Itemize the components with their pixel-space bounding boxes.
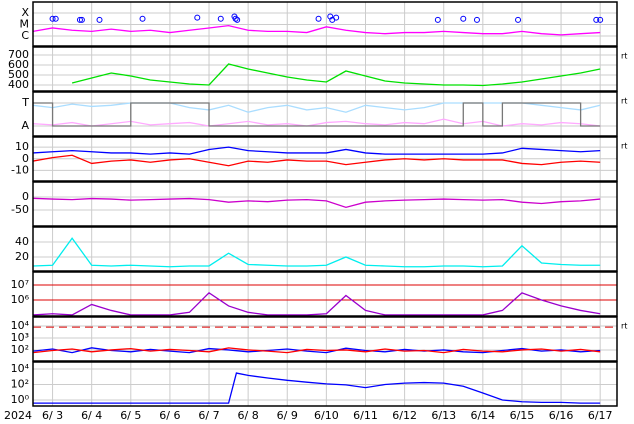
- year-label: 2024: [4, 409, 32, 422]
- x-tick-label: 6/ 5: [120, 409, 141, 422]
- event-marker: [194, 14, 201, 21]
- event-marker: [473, 16, 480, 23]
- right-label: rt: [621, 52, 627, 61]
- panel-frame: [32, 46, 618, 92]
- x-tick-label: 6/17: [588, 409, 613, 422]
- plot: [33, 291, 601, 316]
- y-tick-label: 10²: [11, 343, 29, 356]
- panel-frame: [32, 271, 618, 317]
- series-line: [33, 154, 601, 167]
- series-line: [71, 63, 601, 87]
- series-line: [33, 372, 601, 404]
- series-line: [33, 146, 601, 155]
- y-tick-label: 10: [15, 140, 29, 153]
- y-tick-label: 0: [22, 152, 29, 165]
- event-marker: [49, 15, 56, 22]
- y-tick-label: 500: [8, 68, 29, 81]
- panel-frame: [32, 91, 618, 137]
- y-tick-label: 10⁶: [11, 293, 30, 306]
- x-tick-label: 6/ 3: [42, 409, 63, 422]
- event-marker: [76, 16, 83, 23]
- y-tick-label: X: [21, 6, 29, 19]
- event-marker: [597, 16, 604, 23]
- plot: [33, 197, 601, 209]
- panel-frame: [32, 226, 618, 272]
- event-marker: [515, 16, 522, 23]
- plot: [33, 372, 601, 404]
- event-marker: [333, 14, 340, 21]
- x-tick-label: 6/10: [314, 409, 339, 422]
- y-tick-label: 700: [8, 48, 29, 61]
- plot: [33, 347, 601, 354]
- x-tick-label: 6/ 8: [238, 409, 259, 422]
- y-tick-label: 10⁴: [11, 319, 30, 332]
- y-tick-label: 400: [8, 78, 29, 91]
- event-marker: [217, 15, 224, 22]
- y-tick-label: A: [21, 119, 29, 132]
- series-line: [33, 118, 601, 127]
- event-marker: [234, 16, 241, 23]
- series-line: [33, 197, 601, 209]
- y-tick-label: 10²: [11, 378, 29, 391]
- plot: [33, 13, 604, 36]
- panel-frame: [32, 181, 618, 227]
- y-tick-label: 40: [15, 235, 29, 248]
- y-tick-label: -50: [11, 203, 29, 216]
- y-tick-label: 20: [15, 250, 29, 263]
- y-tick-label: 10⁰: [11, 393, 30, 406]
- panel-frame: [32, 361, 618, 407]
- y-tick-label: 10³: [11, 331, 29, 344]
- series-line: [33, 291, 601, 316]
- y-tick-label: -10: [11, 163, 29, 176]
- y-tick-label: T: [21, 96, 29, 109]
- x-tick-label: 6/12: [392, 409, 417, 422]
- series-line: [33, 102, 601, 127]
- panel-frame: [32, 1, 618, 47]
- y-tick-label: 10⁷: [11, 278, 29, 291]
- series-line: [33, 347, 601, 354]
- event-marker: [139, 15, 146, 22]
- event-marker: [593, 16, 600, 23]
- right-label: rt: [621, 97, 627, 106]
- x-tick-label: 6/11: [353, 409, 378, 422]
- event-marker: [52, 15, 59, 22]
- event-marker: [96, 16, 103, 23]
- y-tick-label: 10⁴: [11, 362, 30, 375]
- plot: [71, 63, 601, 87]
- event-marker: [78, 16, 85, 23]
- y-tick-label: 600: [8, 58, 29, 71]
- right-label: rt: [621, 322, 627, 331]
- y-tick-label: C: [21, 29, 29, 42]
- plot: [33, 146, 601, 167]
- plot: [33, 102, 601, 127]
- series-line: [33, 237, 601, 268]
- panel-frame: [32, 316, 618, 362]
- event-marker: [315, 15, 322, 22]
- series-line: [33, 102, 601, 113]
- panel-frame: [32, 136, 618, 182]
- x-tick-label: 6/14: [470, 409, 495, 422]
- event-marker: [232, 15, 239, 22]
- x-tick-label: 6/ 9: [277, 409, 298, 422]
- y-tick-label: 0: [22, 190, 29, 203]
- x-tick-label: 6/16: [549, 409, 574, 422]
- right-label: rt: [621, 142, 627, 151]
- x-tick-label: 6/ 6: [159, 409, 180, 422]
- x-tick-label: 6/15: [510, 409, 535, 422]
- series-line: [33, 347, 601, 354]
- y-tick-label: M: [20, 18, 30, 31]
- event-marker: [460, 15, 467, 22]
- plot: [33, 237, 601, 268]
- x-tick-label: 6/ 4: [81, 409, 102, 422]
- series-line: [33, 25, 601, 36]
- event-marker: [434, 16, 441, 23]
- x-tick-label: 6/13: [431, 409, 456, 422]
- x-tick-label: 6/ 7: [198, 409, 219, 422]
